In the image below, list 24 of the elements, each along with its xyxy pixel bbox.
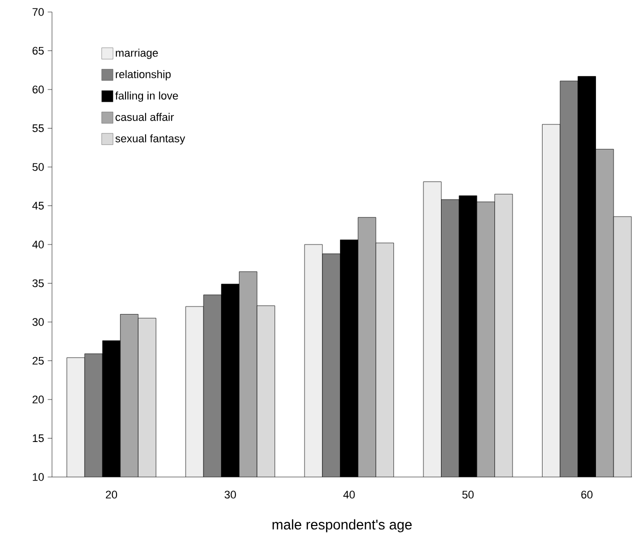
legend-label: falling in love: [115, 92, 178, 102]
y-tick-label: 25: [32, 356, 44, 365]
legend-label: relationship: [116, 70, 171, 80]
y-tick-label: 70: [32, 8, 44, 16]
y-tick-label: 55: [32, 124, 44, 132]
x-tick-label: 50: [462, 490, 474, 499]
legend-label: marriage: [116, 48, 158, 59]
legend-label: sexual fantasy: [115, 134, 186, 145]
x-tick-label: 30: [224, 490, 236, 499]
y-tick-label: 15: [32, 434, 44, 442]
y-tick-label: 45: [32, 202, 44, 210]
y-tick-label: 35: [32, 279, 44, 288]
x-tick-label: 60: [581, 490, 592, 499]
y-tick-label: 10: [32, 473, 44, 481]
x-axis-title: male respondent's age: [272, 519, 412, 532]
x-tick-label: 40: [343, 490, 355, 499]
legend-label: casual affair: [116, 112, 174, 121]
y-tick-label: 40: [32, 240, 44, 248]
y-tick-label: 65: [32, 46, 44, 55]
y-tick-label: 60: [32, 86, 44, 94]
y-tick-label: 20: [32, 396, 44, 404]
y-tick-label: 50: [32, 163, 44, 171]
x-tick-label: 20: [106, 490, 118, 499]
y-tick-label: 30: [32, 318, 44, 326]
